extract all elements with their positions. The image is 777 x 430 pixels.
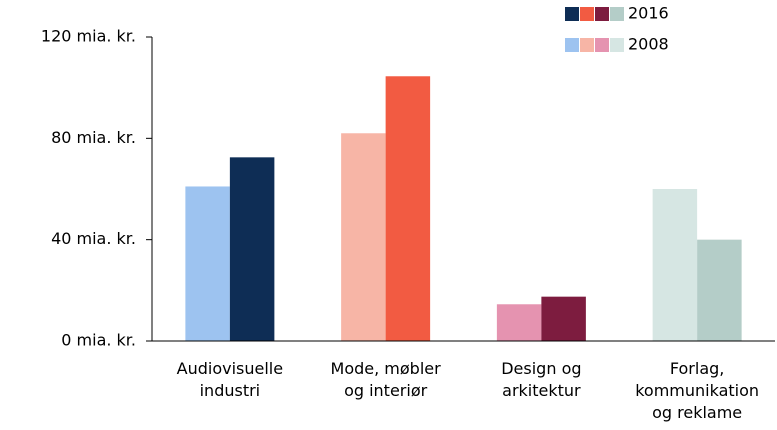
x-tick-label-line: og interiør <box>344 381 428 400</box>
bar <box>229 157 275 341</box>
legend-swatch <box>595 38 609 52</box>
legend-swatch <box>580 38 594 52</box>
x-tick-label-line: Mode, møbler <box>331 359 442 378</box>
legend-swatch <box>610 7 624 21</box>
legend-swatch <box>580 7 594 21</box>
x-tick-label-line: arkitektur <box>502 381 581 400</box>
x-tick-label-line: Design og <box>501 359 581 378</box>
legend-swatch <box>565 38 579 52</box>
y-tick-label: 120 mia. kr. <box>41 27 136 46</box>
bar <box>496 304 542 341</box>
legend-swatch <box>565 7 579 21</box>
y-tick-label: 80 mia. kr. <box>51 128 136 147</box>
bar <box>652 189 698 341</box>
legend-swatch <box>595 7 609 21</box>
legend-label: 2016 <box>628 4 669 23</box>
x-tick-label-line: Forlag, <box>670 359 725 378</box>
bar <box>341 133 386 341</box>
legend-swatch <box>610 38 624 52</box>
x-tick-label-line: Audiovisuelle <box>177 359 283 378</box>
x-tick-label: Forlag, kommunikation og reklame <box>635 359 759 422</box>
y-tick-label: 40 mia. kr. <box>51 229 136 248</box>
x-tick-label-line: kommunikation <box>635 381 759 400</box>
bar <box>697 239 742 341</box>
bar <box>185 186 230 341</box>
x-tick-label: Mode, møbler og interiør <box>331 359 442 400</box>
x-tick-label-line: industri <box>200 381 261 400</box>
bar <box>541 296 586 341</box>
y-tick-label: 0 mia. kr. <box>61 331 136 350</box>
legend-label: 2008 <box>628 35 669 54</box>
x-tick-label: Audiovisuelle industri <box>177 359 283 400</box>
bar <box>385 76 431 342</box>
x-tick-label: Design og arkitektur <box>501 359 581 400</box>
x-tick-label-line: og reklame <box>652 403 742 422</box>
